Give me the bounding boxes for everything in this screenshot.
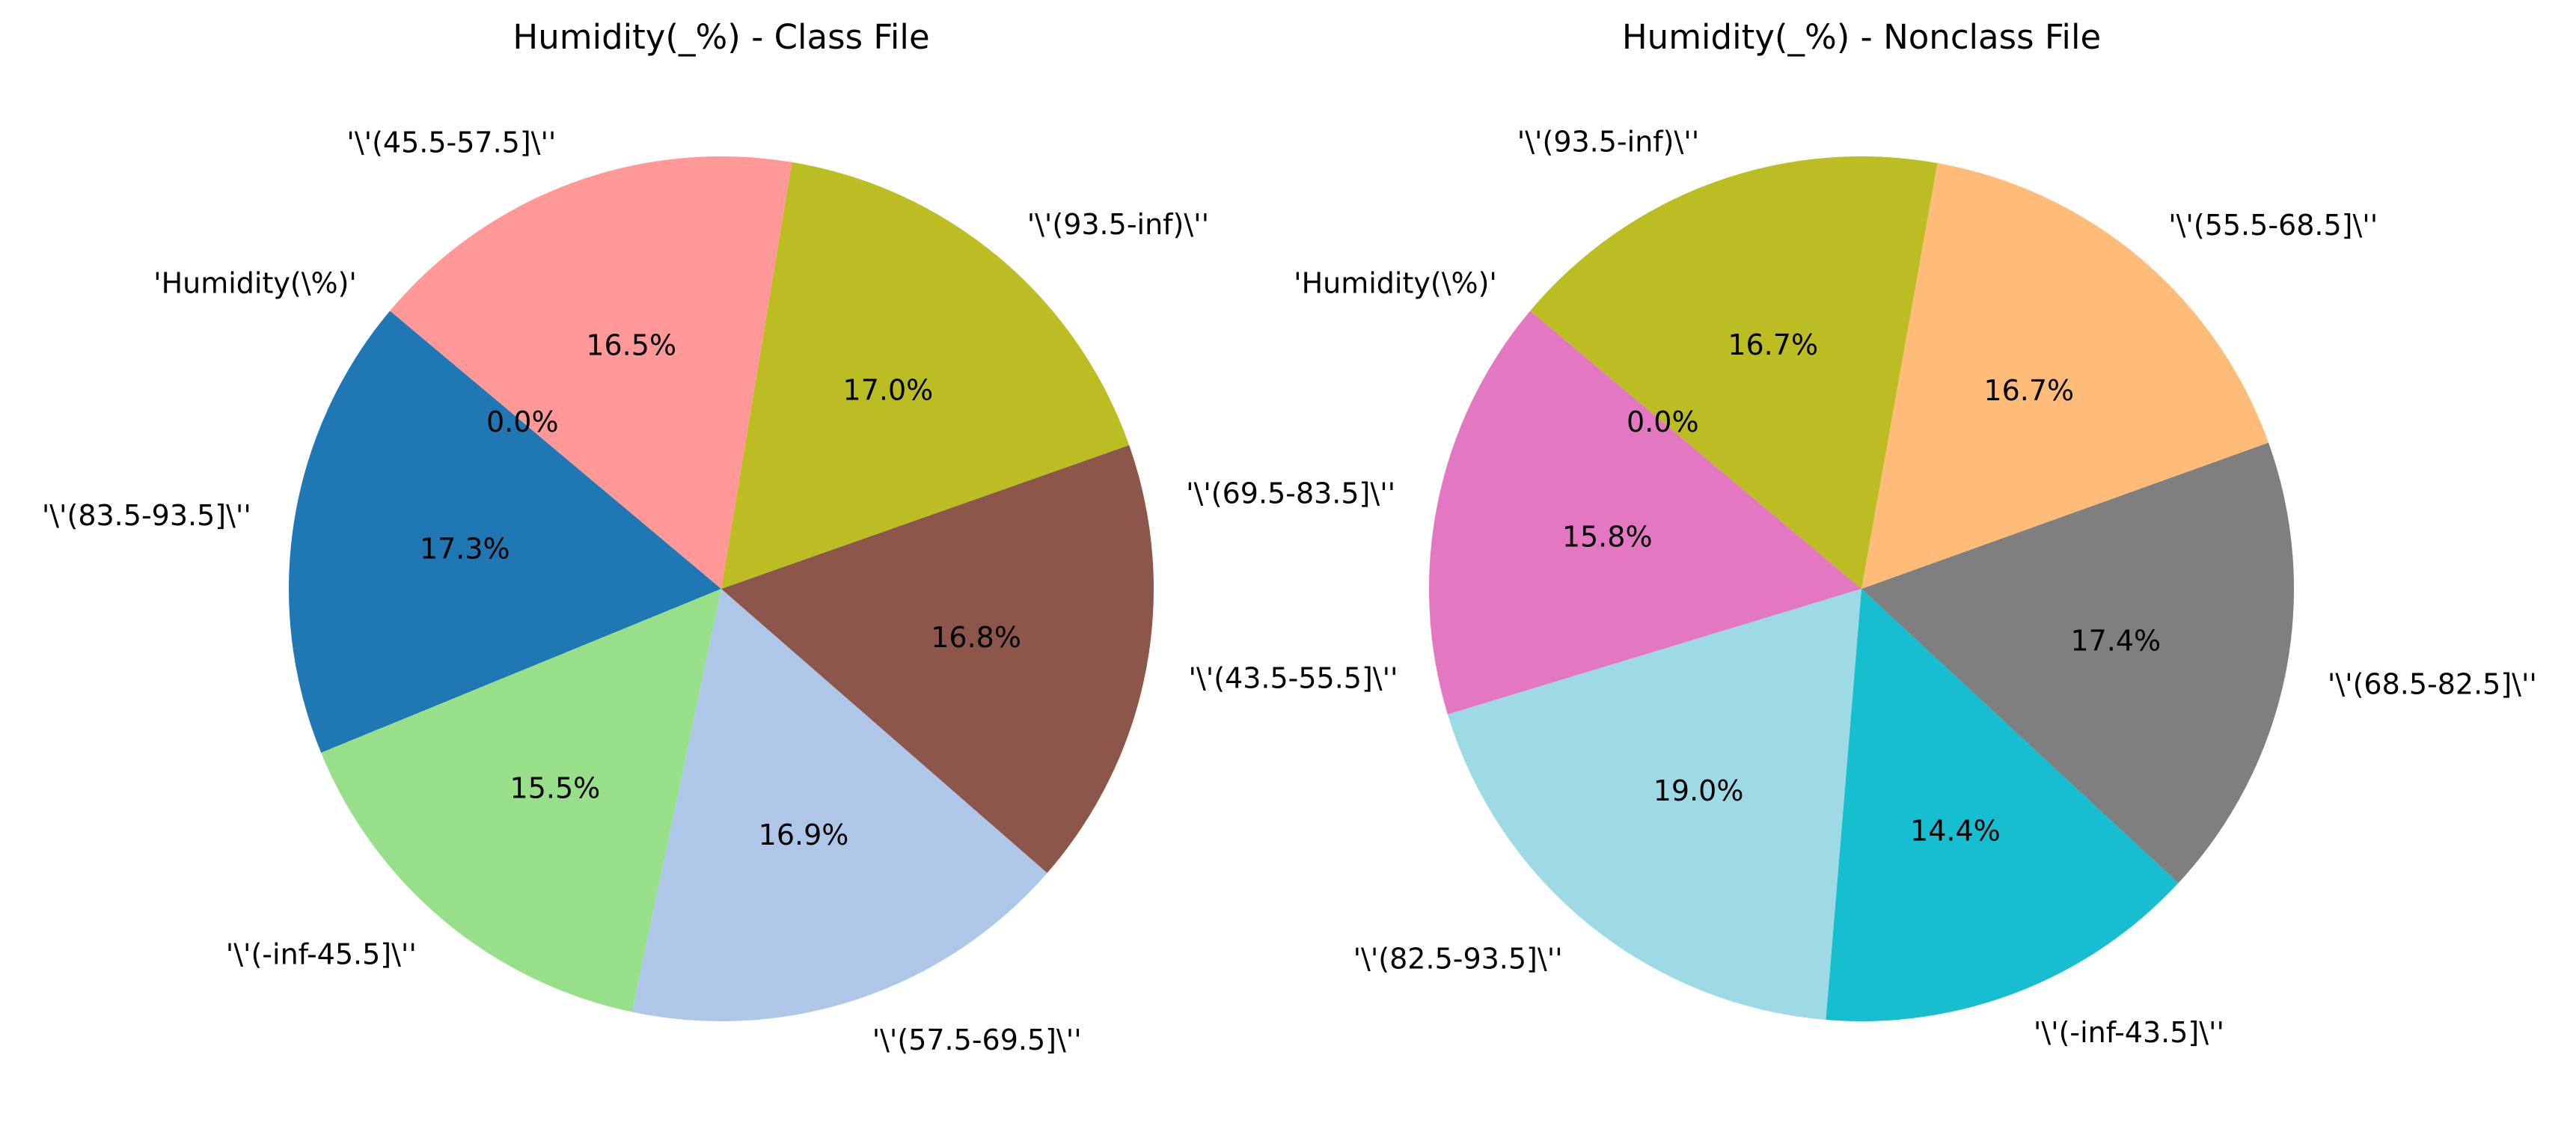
class-file-pie-slice <box>321 589 721 1012</box>
class-file-slice-category-label: '\'(45.5-57.5]\'' <box>346 126 556 159</box>
class-file-slice-percent-label: 15.5% <box>510 771 601 804</box>
class-file-slice-percent-label: 16.9% <box>759 819 849 851</box>
class-file-pie-slice <box>390 156 792 590</box>
nonclass-file-slice-percent-label: 16.7% <box>1728 328 1818 361</box>
class-file-slice-category-label: 'Humidity(\%)' <box>153 266 357 299</box>
class-file-slice-percent-label: 17.0% <box>843 373 934 406</box>
nonclass-file-slice-percent-label: 16.7% <box>1983 374 2074 407</box>
nonclass-file-slice-category-label: '\'(68.5-82.5]\'' <box>2328 667 2537 700</box>
nonclass-file-pie-chart: Humidity(_%) - Nonclass File 0.0% 'Humidi… <box>1186 17 2537 1049</box>
nonclass-file-slice-category-label: '\'(55.5-68.5]\'' <box>2168 209 2378 242</box>
nonclass-file-slice-category-label: '\'(82.5-93.5]\'' <box>1353 943 1563 976</box>
nonclass-file-pie-slice <box>1861 162 2268 590</box>
class-file-slice-category-label: '\'(57.5-69.5]\'' <box>872 1024 1082 1056</box>
class-file-slice-category-label: '\'(43.5-55.5]\'' <box>1189 662 1398 695</box>
class-file-pie-slice <box>631 589 1047 1022</box>
class-file-slice-percent-label: 16.5% <box>586 329 676 362</box>
nonclass-file-pie-slice <box>1826 589 2179 1022</box>
class-file-slice-percent-label: 17.3% <box>420 533 510 566</box>
class-file-pie-chart: Humidity(_%) - Class File 0.0% 'Humidity(… <box>42 17 1398 1056</box>
nonclass-file-pie-slice <box>1861 442 2295 884</box>
class-file-slice-percent-label: 16.8% <box>931 621 1021 654</box>
nonclass-file-slice-category-label: '\'(69.5-83.5]\'' <box>1186 477 1395 510</box>
nonclass-file-slice-percent-label: 17.4% <box>2070 625 2161 658</box>
class-file-pie-slice <box>721 445 1154 873</box>
class-file-slice-percent-label: 0.0% <box>486 406 559 438</box>
class-file-slice-category-label: '\'(-inf-45.5]\'' <box>226 937 417 970</box>
class-file-slice-category-label: '\'(83.5-93.5]\'' <box>42 499 251 532</box>
nonclass-file-slice-category-label: '\'(-inf-43.5]\'' <box>2034 1016 2224 1049</box>
nonclass-file-pie-slice <box>1447 589 1861 1021</box>
class-file-pie-slice <box>721 162 1130 589</box>
class-file-chart-title: Humidity(_%) - Class File <box>513 17 929 57</box>
nonclass-file-slice-percent-label: 15.8% <box>1562 521 1653 554</box>
class-file-slice-category-label: '\'(93.5-inf)\'' <box>1027 208 1209 241</box>
nonclass-file-slice-percent-label: 0.0% <box>1627 406 1699 438</box>
nonclass-file-slice-category-label: '\'(93.5-inf)\'' <box>1517 125 1699 158</box>
nonclass-file-chart-title: Humidity(_%) - Nonclass File <box>1622 17 2101 57</box>
nonclass-file-slice-category-label: 'Humidity(\%)' <box>1294 266 1497 299</box>
nonclass-file-slice-percent-label: 19.0% <box>1653 774 1744 807</box>
nonclass-file-slice-percent-label: 14.4% <box>1910 814 2001 847</box>
nonclass-file-pie-slice <box>1428 310 1861 715</box>
nonclass-file-pie-slice <box>1530 156 1938 589</box>
class-file-pie-slice <box>288 310 721 753</box>
